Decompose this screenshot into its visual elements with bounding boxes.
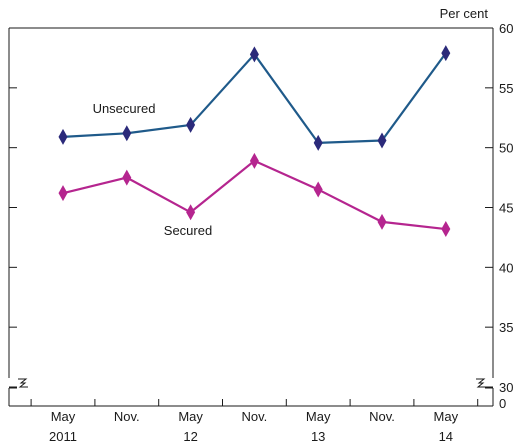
x-tick-label: Nov.	[114, 409, 140, 424]
data-point	[441, 221, 451, 238]
series-line-secured	[62, 159, 446, 231]
data-point	[313, 134, 323, 151]
x-tick-label: May	[51, 409, 76, 424]
y-tick-label: 60	[499, 21, 513, 36]
y-tick-label: 55	[499, 81, 513, 96]
series-label-unsecured: Unsecured	[93, 101, 156, 116]
x-tick-label: Nov.	[242, 409, 268, 424]
x-tick-label: May	[434, 409, 459, 424]
labels-layer: 030 35 40 45 50 55 60 May Nov. May Nov. May Nov. May 2…	[49, 21, 513, 444]
data-point	[186, 116, 196, 133]
data-point	[122, 125, 132, 142]
x-tick-label: Nov.	[369, 409, 395, 424]
data-point	[58, 128, 68, 145]
chart-axes	[8, 27, 494, 407]
data-point	[58, 185, 68, 202]
y-tick-label: 35	[499, 320, 513, 335]
x-year-label: 14	[439, 429, 453, 444]
y-unit-label: Per cent	[440, 6, 489, 21]
tick-marks	[9, 27, 493, 406]
data-point	[313, 181, 323, 198]
y-tick-label: 45	[499, 201, 513, 216]
x-year-label: 13	[311, 429, 325, 444]
x-tick-label: May	[178, 409, 203, 424]
series-line-unsecured	[62, 52, 447, 144]
data-point	[122, 169, 132, 186]
y-tick-label: 50	[499, 141, 513, 156]
y-tick-label: 0	[499, 396, 506, 411]
x-year-label: 2011	[49, 429, 77, 444]
data-point	[186, 204, 196, 221]
x-year-label: 12	[183, 429, 197, 444]
data-point	[377, 132, 387, 149]
y-tick-label: 30	[499, 380, 513, 395]
y-tick-label: 40	[499, 260, 513, 275]
data-point	[249, 46, 259, 63]
series-layer	[58, 45, 451, 238]
x-tick-label: May	[306, 409, 331, 424]
data-point	[377, 213, 387, 230]
axis-break-right-icon	[476, 378, 486, 388]
series-label-secured: Secured	[164, 223, 212, 238]
data-point	[441, 45, 451, 62]
data-point	[249, 152, 259, 169]
axis-break-left-icon	[18, 378, 28, 388]
